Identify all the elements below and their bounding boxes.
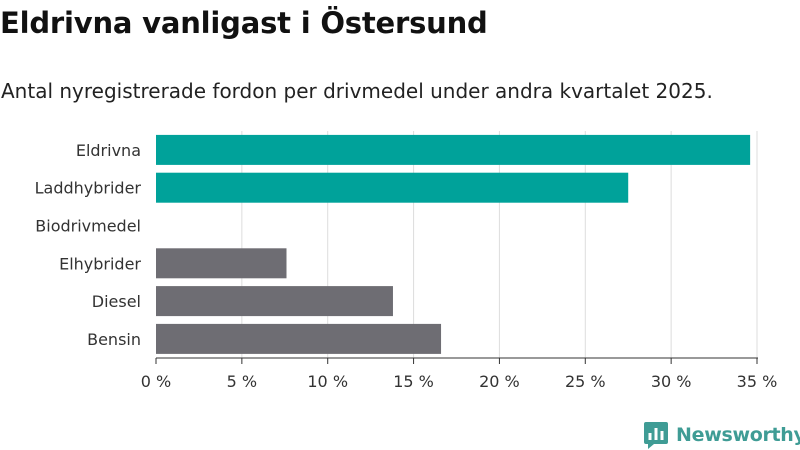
category-label: Diesel [92,292,141,311]
x-tick-label: 15 % [393,372,434,391]
bar [156,172,629,203]
x-tick-label: 35 % [737,372,778,391]
x-tick-label: 25 % [565,372,606,391]
x-tick-label: 0 % [141,372,171,391]
brand-name: Newsworthy [676,424,800,446]
chart-title: Eldrivna vanligast i Östersund [0,6,488,40]
category-label: Biodrivmedel [35,217,141,236]
bar-chart: 0 % 5 % 10 % 15 % 20 % 25 % 30 % 35 % Eldrivna L… [35,131,778,391]
x-tick-label: 20 % [479,372,520,391]
x-tick-label: 30 % [651,372,692,391]
category-labels: Eldrivna Laddhybrider Biodrivmedel Elhybrid… [35,141,142,349]
bar [156,323,442,354]
bars [156,134,751,354]
category-label: Bensin [87,330,141,349]
x-axis: 0 % 5 % 10 % 15 % 20 % 25 % 30 % 35 % [141,357,778,391]
brand-logo[interactable]: Newsworthy [644,420,800,450]
bar [156,286,393,317]
bar [156,248,287,279]
gridlines [241,131,758,358]
newsworthy-chart-logo-icon [644,421,668,449]
x-tick-label: 5 % [227,372,257,391]
chart-subtitle: Antal nyregistrerade fordon per drivmede… [1,79,713,103]
category-label: Laddhybrider [35,179,142,198]
bar [156,134,751,165]
x-tick-label: 10 % [307,372,348,391]
category-label: Elhybrider [59,254,141,273]
category-label: Eldrivna [76,141,141,160]
